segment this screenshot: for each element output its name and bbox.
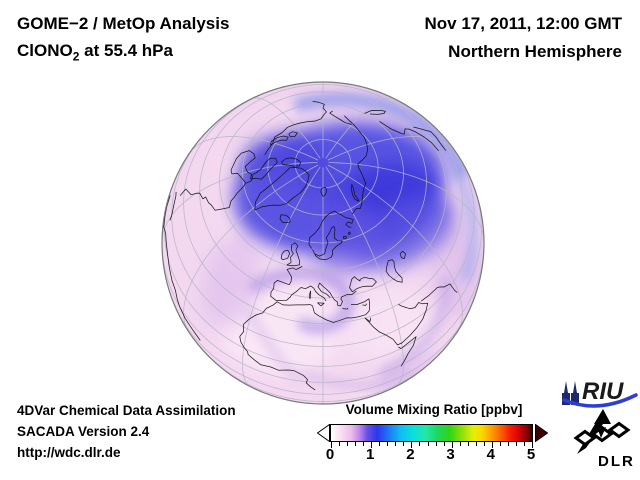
riu-logo-text: RIU: [582, 378, 624, 405]
url-label: http://wdc.dlr.de: [17, 445, 121, 460]
pressure-level: at 55.4 hPa: [79, 41, 173, 60]
colorbar-tick-label-3: 3: [446, 446, 455, 463]
colorbar-tick-label-1: 1: [366, 446, 375, 463]
version-label: SACADA Version 2.4: [17, 424, 150, 439]
dlr-logo-text: DLR: [598, 453, 635, 470]
globe-map: [161, 81, 485, 405]
colorbar-left-arrow-icon: [317, 424, 330, 442]
colorbar-tick-label-2: 2: [406, 446, 415, 463]
colorbar-right-arrow-icon: [535, 424, 548, 442]
colorbar: Volume Mixing Ratio [ppbv] 0 1 2 3 4 5: [316, 400, 554, 466]
datetime-label: Nov 17, 2011, 12:00 GMT: [424, 14, 623, 33]
dlr-emblem-icon: [573, 409, 631, 454]
colorbar-gradient: [330, 424, 533, 442]
colorbar-tick-label-4: 4: [486, 446, 495, 463]
region-label: Northern Hemisphere: [448, 42, 622, 61]
species-level-label: ClONO2 at 55.4 hPa: [17, 41, 173, 63]
colorbar-tick-label-5: 5: [526, 446, 536, 463]
species-subscript: 2: [72, 49, 80, 64]
colorbar-ticks: [331, 442, 534, 449]
assimilation-label: 4DVar Chemical Data Assimilation: [17, 403, 236, 418]
riu-logo: RIU: [560, 372, 638, 408]
colorbar-tick-label-0: 0: [325, 446, 335, 463]
plot-title: GOME−2 / MetOp Analysis: [17, 14, 230, 33]
colorbar-title: Volume Mixing Ratio [ppbv]: [345, 402, 523, 417]
dlr-logo: DLR: [560, 408, 640, 474]
species-name: ClONO: [17, 41, 73, 60]
riu-wave-icon: [562, 393, 638, 408]
riu-cathedral-icon: [562, 381, 579, 405]
